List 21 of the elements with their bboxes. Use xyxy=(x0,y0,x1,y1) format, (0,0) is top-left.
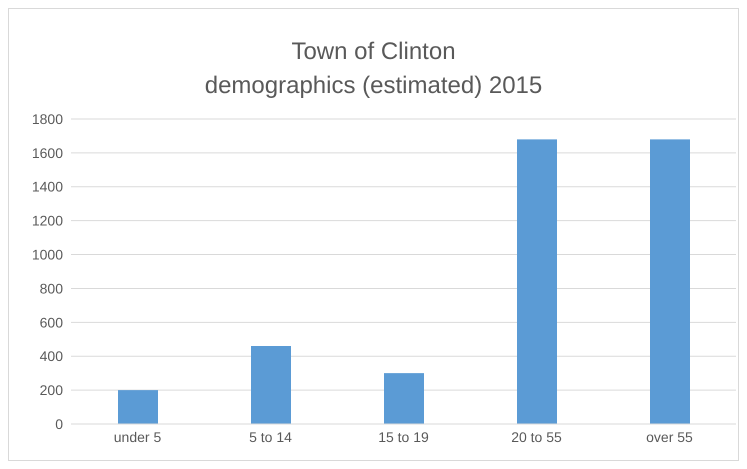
y-tick-label: 1400 xyxy=(32,178,64,195)
y-tick-label: 600 xyxy=(40,314,64,330)
y-tick-label: 400 xyxy=(40,348,64,364)
y-tick-label: 0 xyxy=(55,416,64,432)
bar xyxy=(384,373,424,424)
y-tick-label: 800 xyxy=(40,280,64,296)
x-tick-label: 15 to 19 xyxy=(378,428,430,445)
x-tick-label: under 5 xyxy=(114,428,162,445)
y-tick-label: 1000 xyxy=(32,246,64,263)
x-tick-label: over 55 xyxy=(646,428,694,445)
y-tick-label: 1600 xyxy=(32,144,64,161)
x-tick-label: 5 to 14 xyxy=(249,428,292,445)
bar xyxy=(650,139,690,424)
bar xyxy=(517,139,557,424)
y-tick-label: 1800 xyxy=(32,110,64,127)
bar xyxy=(118,390,158,424)
y-tick-label: 1200 xyxy=(32,212,64,229)
x-tick-label: 20 to 55 xyxy=(511,428,562,445)
y-tick-label: 200 xyxy=(40,382,64,398)
bar xyxy=(251,346,291,424)
chart-title: Town of Clinton demographics (estimated) 2015 xyxy=(204,37,544,101)
